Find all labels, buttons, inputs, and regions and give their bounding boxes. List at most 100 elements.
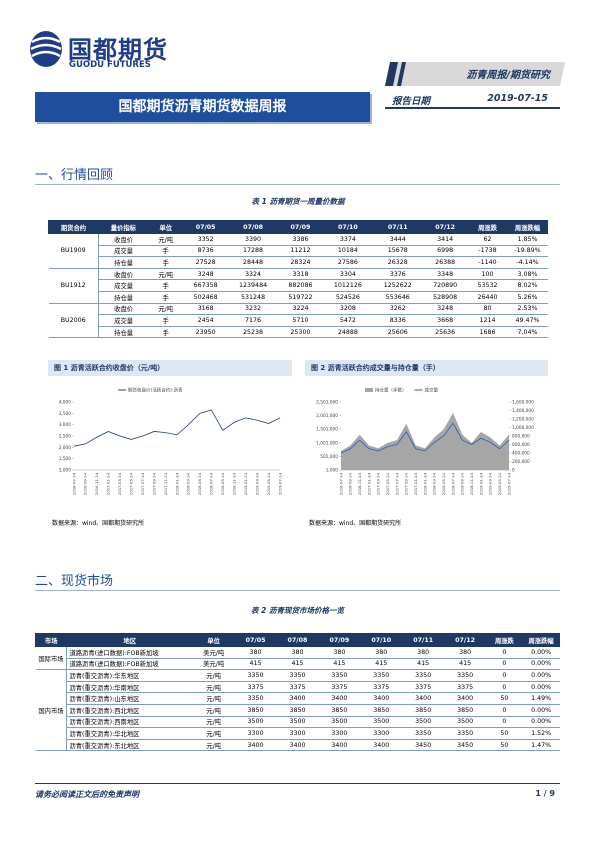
cell: 24888	[322, 326, 373, 339]
cell: 1.49%	[522, 692, 560, 705]
row: BU2006 收盘价 元/吨 3168 3232 3224 3208 3262 3248 80 2.…	[48, 303, 548, 339]
y-tick-label: 2,001,000	[316, 413, 338, 419]
cell: 元/吨	[148, 303, 184, 316]
cell: 3450	[444, 739, 487, 752]
report-title: 国都期货沥青期货数据周报	[118, 99, 287, 115]
cell: 3300	[234, 727, 277, 740]
x-tick-label: 2017-01-14	[106, 472, 111, 495]
cell: 0	[486, 681, 523, 694]
cell: 15678	[372, 245, 423, 258]
cell: 17288	[228, 245, 278, 258]
cell: 3350	[402, 669, 445, 682]
row: 沥青(重交沥青):西北地区 元/吨 3850 3850 3850 3850 3850 3850…	[36, 704, 560, 717]
cell: 0.00%	[522, 681, 560, 694]
cell: 5.26%	[507, 291, 548, 304]
cell: 380	[360, 646, 403, 659]
header-cell: 期货合约	[48, 220, 99, 234]
cell: 380	[318, 646, 361, 659]
x-tick-label: 2018-07-14	[450, 472, 455, 495]
cell: 3400	[234, 739, 277, 752]
cell: 3375	[360, 681, 403, 694]
x-tick-label: 2017-05-14	[129, 472, 134, 495]
y-tick-label: 4,000	[59, 400, 72, 406]
cell: 1.52%	[522, 727, 560, 740]
cell: 3350	[444, 727, 487, 740]
y2-tick-label: 400,000	[512, 451, 530, 457]
cell: 415	[402, 658, 445, 671]
cell: 720890	[422, 279, 468, 292]
x-tick-label: 2018-09-14	[220, 472, 225, 495]
figure-source: 数据来源：wind、国都期货研究所	[52, 520, 145, 527]
cell: 3348	[422, 268, 468, 281]
cell: 3400	[318, 739, 361, 752]
header-cell: 市场	[34, 633, 68, 647]
section-rule	[35, 590, 560, 591]
section-heading: 一、行情回顾	[35, 168, 114, 183]
y2-tick-label: 1,400,000	[512, 408, 534, 414]
figure-source: 数据来源：wind、国都期货研究所	[309, 520, 402, 527]
line	[340, 422, 510, 454]
cell: 28324	[278, 256, 323, 269]
y-tick-label: 1,001,000	[316, 440, 338, 446]
cell: 3300	[360, 727, 403, 740]
cell: 手	[148, 245, 184, 258]
y-tick-label: 2,500	[59, 434, 72, 440]
legend-swatch	[365, 388, 373, 392]
row: 沥青(重交沥青):西南地区 元/吨 3500 3500 3500 3500 3500 3500…	[36, 716, 560, 729]
cell: 沥青(重交沥青):东北地区	[66, 739, 193, 752]
cell: 沥青(重交沥青):华北地区	[66, 727, 193, 740]
cell: 3350	[318, 669, 361, 682]
cell: 3850	[276, 704, 319, 717]
x-tick-label: 2018-01-14	[174, 472, 179, 495]
header-cell: 07/05	[182, 220, 229, 234]
x-tick-label: 2017-09-14	[404, 472, 409, 495]
cell: 持仓量	[98, 326, 149, 339]
header-cell: 07/12	[443, 633, 487, 647]
y-tick-label: 1,500	[59, 456, 72, 462]
cell: 502468	[183, 291, 229, 304]
cell: 成交量	[98, 279, 149, 292]
cell: 27528	[183, 256, 229, 269]
cell: 3450	[402, 739, 445, 752]
legend-label: 持仓量（手数）	[375, 387, 407, 394]
cell: 3.08%	[507, 268, 548, 281]
cell: -1140	[467, 256, 508, 269]
cell: 3248	[422, 303, 468, 316]
cell: 380	[402, 646, 445, 659]
cell: 3400	[318, 692, 361, 705]
cell: 524526	[322, 291, 373, 304]
cell: 3400	[444, 692, 487, 705]
logo-cn: 国都期货	[68, 36, 168, 64]
x-tick-label: 2016-07-14	[71, 472, 76, 495]
x-tick-label: 2018-05-14	[197, 472, 202, 495]
cell: 3850	[444, 704, 487, 717]
cell: 手	[148, 326, 184, 339]
x-tick-label: 2019-03-14	[254, 472, 259, 495]
cell: 3350	[234, 669, 277, 682]
cell: 沥青(重交沥青):华南地区	[66, 681, 193, 694]
report-date: 2019-07-15	[487, 93, 548, 104]
cell: 53532	[467, 279, 508, 292]
cell: 0	[486, 704, 523, 717]
cell: 50	[486, 727, 523, 740]
cell: 元/吨	[192, 669, 235, 682]
cell: 531248	[228, 291, 278, 304]
cell: 25300	[278, 326, 323, 339]
cell: 元/吨	[192, 681, 235, 694]
cell: 3300	[276, 727, 319, 740]
row: BU1909 收盘价 元/吨 3352 3390 3386 3374 3444 3414 62 1.…	[48, 233, 548, 269]
x-tick-label: 2019-01-14	[478, 472, 483, 495]
cell: 0.00%	[522, 704, 560, 717]
group-cell: 国内市场	[35, 669, 68, 752]
cell: 元/吨	[148, 233, 184, 246]
cell: 3168	[183, 303, 229, 316]
cell: 528908	[422, 291, 468, 304]
cell: 6998	[422, 245, 468, 258]
cell: 28448	[228, 256, 278, 269]
disclaimer: 请务必阅读正文后的免责声明	[35, 790, 139, 799]
x-tick-label: 2019-07-14	[506, 472, 511, 495]
category: 沥青周报/期货研究	[466, 70, 550, 81]
row: 持仓量手 27528 28448 28324 27586 26328 26388 -1140-…	[49, 256, 548, 269]
cell: 3400	[360, 692, 403, 705]
